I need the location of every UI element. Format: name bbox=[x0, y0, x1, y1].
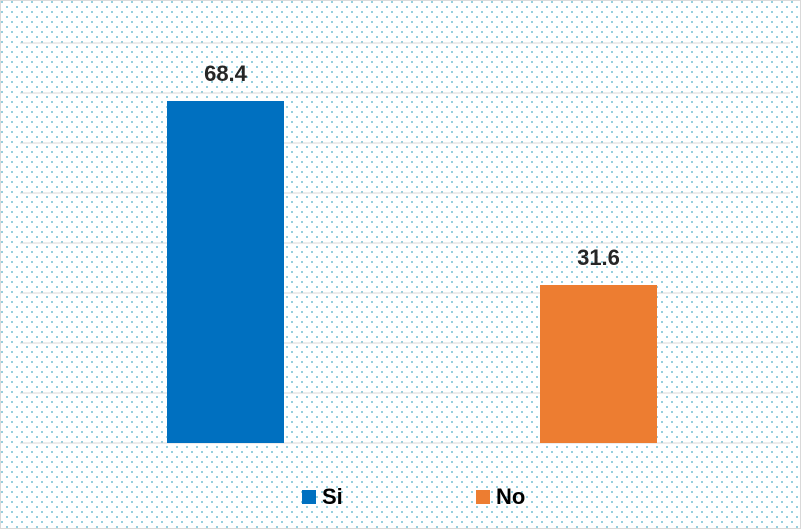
legend-label: No bbox=[496, 484, 525, 509]
bar bbox=[540, 285, 657, 443]
data-label: 68.4 bbox=[204, 61, 248, 86]
bar bbox=[167, 101, 284, 443]
legend-swatch bbox=[302, 490, 316, 504]
legend-label: Si bbox=[322, 484, 343, 509]
data-label: 31.6 bbox=[577, 245, 620, 270]
legend-swatch bbox=[476, 490, 490, 504]
